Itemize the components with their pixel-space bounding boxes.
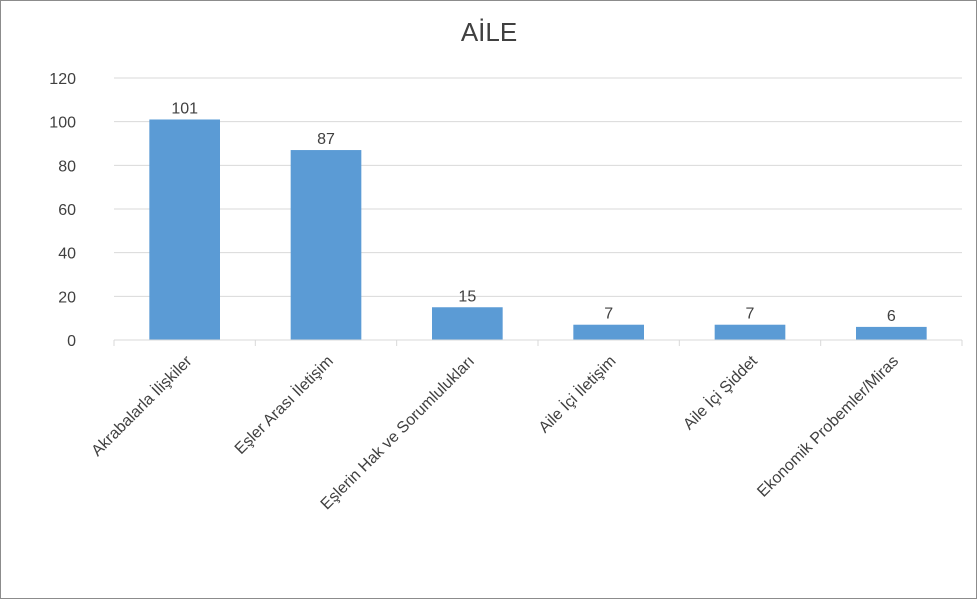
gridlines bbox=[114, 77, 962, 297]
y-tick-label: 60 bbox=[58, 202, 76, 219]
bar bbox=[290, 150, 362, 340]
bar bbox=[432, 307, 503, 340]
data-label: 87 bbox=[317, 131, 335, 148]
bar bbox=[149, 119, 220, 340]
bar bbox=[573, 324, 644, 340]
data-label: 7 bbox=[746, 306, 755, 323]
x-category-label: Eşlerin Hak ve Sorumlulukları bbox=[318, 353, 478, 513]
data-label: 15 bbox=[458, 288, 476, 305]
x-category-label: Akrabalarla İlişkiler bbox=[87, 351, 196, 460]
bar bbox=[856, 326, 927, 340]
y-tick-label: 120 bbox=[49, 71, 76, 88]
chart-title: AİLE bbox=[461, 17, 517, 47]
y-tick-label: 100 bbox=[49, 115, 76, 132]
y-tick-label: 20 bbox=[58, 289, 76, 306]
data-labels: 101 87 15 7 7 6 bbox=[171, 100, 896, 324]
x-axis-categories: Akrabalarla İlişkiler Eşler Arası İletişi… bbox=[87, 351, 902, 513]
x-axis bbox=[113, 339, 963, 346]
data-label: 101 bbox=[171, 100, 198, 117]
y-tick-label: 40 bbox=[58, 246, 76, 263]
data-label: 6 bbox=[887, 308, 896, 325]
x-category-label: Aile İçi İletişim bbox=[534, 351, 619, 436]
bars bbox=[149, 119, 927, 340]
y-axis-ticks: 0 20 40 60 80 100 120 bbox=[49, 71, 76, 350]
x-category-label: Aile İçi Şiddet bbox=[679, 351, 761, 433]
x-category-label: Ekonomik Probemler/Miras bbox=[754, 353, 902, 501]
data-label: 7 bbox=[604, 306, 613, 323]
x-category-label: Eşler Arası İletişim bbox=[230, 351, 336, 457]
y-tick-label: 0 bbox=[67, 333, 76, 350]
y-tick-label: 80 bbox=[58, 158, 76, 175]
bar bbox=[714, 324, 786, 340]
